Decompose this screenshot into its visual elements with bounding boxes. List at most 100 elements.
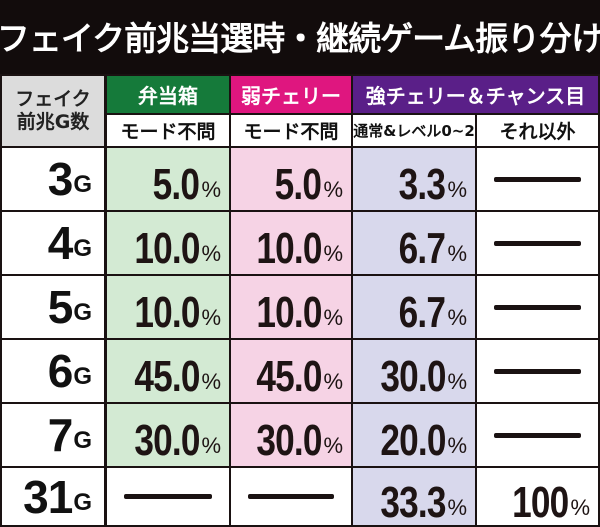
table-cell-value: 20.0% <box>353 404 475 466</box>
table-cell-value: 6.7% <box>353 212 475 274</box>
table-cell-none <box>477 404 598 466</box>
percent-sign: % <box>570 494 590 520</box>
subheader-label: 通常&レベル0~2 <box>353 122 475 140</box>
percent-value: 3.3 <box>398 160 446 209</box>
table-cell-none <box>477 340 598 402</box>
percent-value: 10.0 <box>134 224 200 273</box>
table-cell-value: 3.3% <box>353 148 475 210</box>
percent-value: 30.0 <box>134 416 200 465</box>
subheader-bento-mode: モード不問 <box>107 115 229 146</box>
subheader-label: それ以外 <box>499 121 576 143</box>
dash-icon <box>493 304 582 310</box>
game-count: 7 <box>47 409 74 461</box>
percent-value: 20.0 <box>380 416 446 465</box>
corner-header: フェイク 前兆G数 <box>2 76 104 146</box>
table-cell-none <box>231 468 351 525</box>
game-count: 5 <box>47 281 74 333</box>
table-cell-value: 30.0% <box>107 404 229 466</box>
percent-sign: % <box>201 305 221 330</box>
dash-icon <box>124 494 212 499</box>
percent-sign: % <box>201 241 221 266</box>
percent-sign: % <box>447 305 467 330</box>
table-cell-value: 100% <box>477 468 598 525</box>
game-unit: G <box>73 363 92 390</box>
dash-icon <box>493 240 582 246</box>
corner-label-line1: フェイク <box>15 88 91 111</box>
table-cell-value: 5.0% <box>231 148 351 210</box>
percent-value: 30.0 <box>256 416 322 465</box>
percent-sign: % <box>323 433 343 458</box>
group-header-jaku-cherry-label: 弱チェリー <box>241 84 341 108</box>
subheader-other: それ以外 <box>477 115 598 146</box>
table-cell-value: 30.0% <box>231 404 351 466</box>
percent-value: 30.0 <box>380 352 446 401</box>
percent-value: 100 <box>512 477 569 526</box>
game-unit: G <box>73 299 92 326</box>
game-count: 4 <box>47 217 74 269</box>
percent-value: 5.0 <box>152 160 200 209</box>
percent-value: 33.3 <box>380 477 446 526</box>
group-header-kyo-cherry-chance-label: 強チェリー＆チャンス目 <box>365 84 586 108</box>
dash-icon <box>493 176 582 182</box>
dash-icon <box>493 368 582 374</box>
percent-sign: % <box>323 177 343 202</box>
percent-sign: % <box>201 433 221 458</box>
table-cell-value: 6.7% <box>353 276 475 338</box>
group-header-bento: 弁当箱 <box>107 76 229 113</box>
game-count: 3 <box>47 153 74 205</box>
game-count: 6 <box>47 345 74 397</box>
page-title: フェイク前兆当選時・継続ゲーム振り分け <box>0 19 600 58</box>
percent-sign: % <box>201 369 221 394</box>
subheader-label: モード不問 <box>243 121 339 143</box>
table-cell-value: 30.0% <box>353 340 475 402</box>
table-cell-value: 10.0% <box>231 276 351 338</box>
percent-sign: % <box>201 177 221 202</box>
group-header-bento-label: 弁当箱 <box>138 84 198 108</box>
game-unit: G <box>73 488 92 516</box>
table-cell-none <box>477 148 598 210</box>
dash-icon <box>493 432 582 438</box>
row-label: 31 G <box>2 468 104 525</box>
table-cell-value: 10.0% <box>107 212 229 274</box>
percent-sign: % <box>447 494 467 520</box>
percent-value: 10.0 <box>256 224 322 273</box>
table-cell-value: 5.0% <box>107 148 229 210</box>
table-cell-none <box>477 276 598 338</box>
table-cell-value: 45.0% <box>107 340 229 402</box>
percent-value: 45.0 <box>256 352 322 401</box>
table-cell-value: 33.3% <box>353 468 475 525</box>
percent-value: 45.0 <box>134 352 200 401</box>
subheader-normal-level: 通常&レベル0~2 <box>353 115 475 146</box>
distribution-table: フェイク 前兆G数 弁当箱 弱チェリー 強チェリー＆チャンス目 モード不問 モー… <box>0 74 600 527</box>
percent-sign: % <box>323 369 343 394</box>
percent-value: 10.0 <box>256 288 322 337</box>
percent-sign: % <box>447 177 467 202</box>
game-unit: G <box>73 171 92 198</box>
percent-value: 5.0 <box>274 160 322 209</box>
percent-sign: % <box>323 241 343 266</box>
subheader-label: モード不問 <box>120 121 216 143</box>
table-cell-value: 10.0% <box>231 212 351 274</box>
table-cell-value: 45.0% <box>231 340 351 402</box>
game-unit: G <box>73 235 92 262</box>
percent-sign: % <box>447 241 467 266</box>
table-cell-none <box>107 468 229 525</box>
percent-value: 6.7 <box>398 288 446 337</box>
percent-sign: % <box>447 433 467 458</box>
table-cell-none <box>477 212 598 274</box>
corner-label-line2: 前兆G数 <box>16 111 90 133</box>
percent-sign: % <box>323 305 343 330</box>
percent-value: 10.0 <box>134 288 200 337</box>
group-header-jaku-cherry: 弱チェリー <box>231 76 351 113</box>
subheader-jaku-mode: モード不問 <box>231 115 351 146</box>
dash-icon <box>247 494 335 499</box>
group-header-kyo-cherry-chance: 強チェリー＆チャンス目 <box>353 76 598 113</box>
percent-sign: % <box>447 369 467 394</box>
table-cell-value: 10.0% <box>107 276 229 338</box>
game-unit: G <box>73 427 92 454</box>
